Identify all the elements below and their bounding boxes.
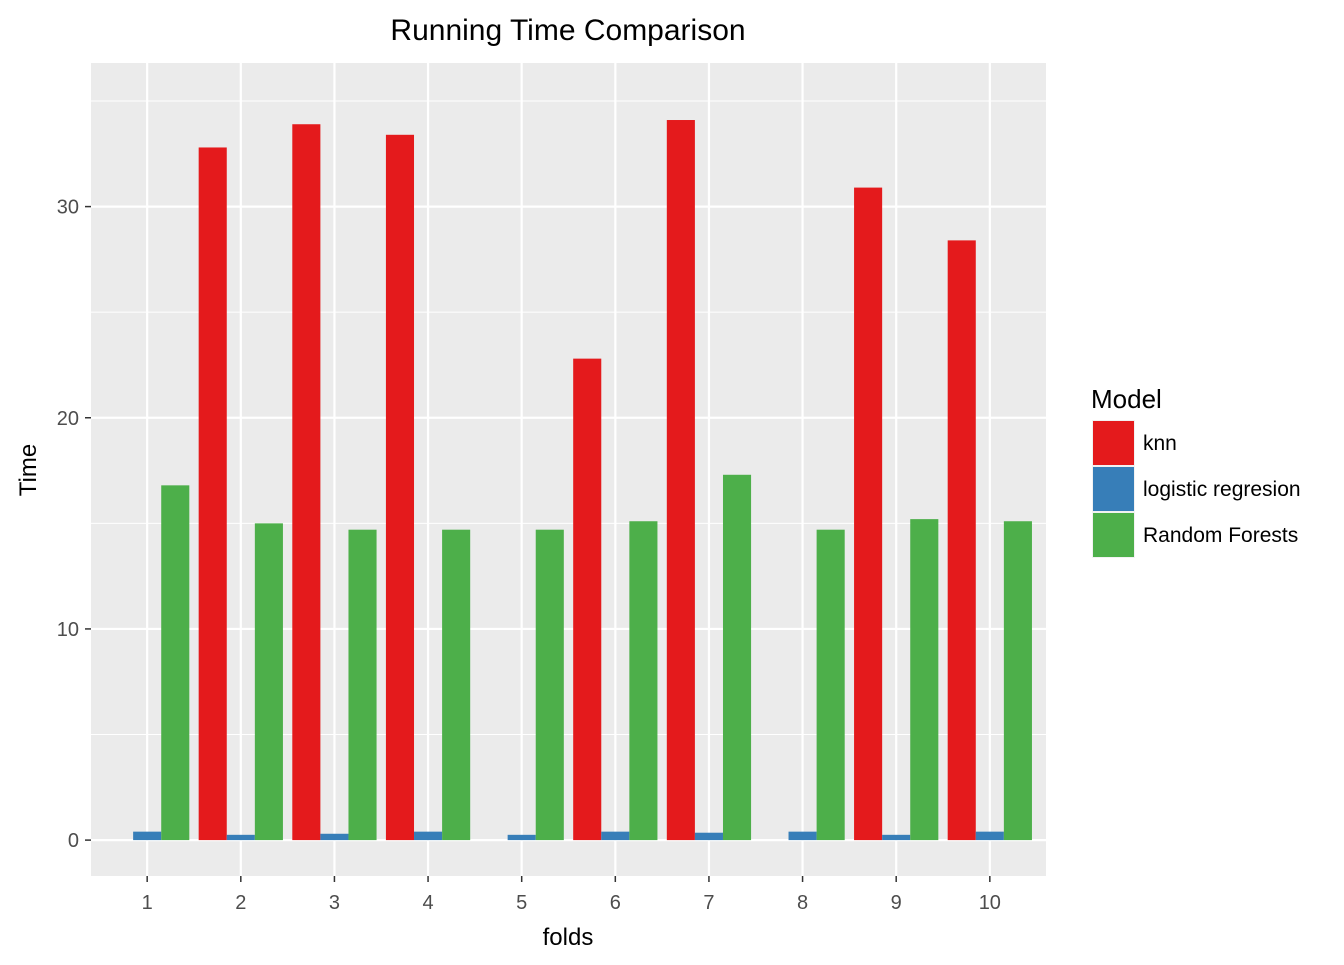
bar-knn-fold-9	[854, 187, 883, 841]
y-tick-label: 10	[57, 619, 79, 641]
y-tick-label: 20	[57, 408, 79, 430]
plot-panel: 0 10 20 30 1 2 3 4 5 6 7 8 9 10	[57, 63, 1046, 914]
bar-knn-fold-7	[666, 120, 695, 841]
bar-logistic-regresion-fold-2	[226, 834, 255, 841]
bar-random-forests-fold-8	[816, 529, 845, 841]
bar-logistic-regresion-fold-1	[133, 831, 162, 841]
bar-logistic-regresion-fold-6	[601, 831, 630, 841]
bar-random-forests-fold-9	[910, 519, 939, 841]
bar-logistic-regresion-fold-7	[694, 832, 723, 841]
bar-random-forests-fold-6	[629, 521, 658, 841]
y-tick-label: 0	[68, 830, 79, 852]
legend-label-random-forests: Random Forests	[1143, 524, 1298, 547]
y-axis-label: Time	[15, 444, 42, 496]
panel-background	[91, 63, 1046, 876]
bars	[133, 120, 1032, 841]
x-tick-label: 1	[142, 892, 153, 914]
x-tick-label: 5	[516, 892, 527, 914]
x-tick-label: 8	[797, 892, 808, 914]
bar-logistic-regresion-fold-5	[507, 834, 536, 841]
x-axis-label: folds	[543, 924, 594, 951]
legend-swatch-knn	[1093, 421, 1134, 465]
legend-swatch-logistic-regresion	[1093, 467, 1134, 511]
axes: 0 10 20 30 1 2 3 4 5 6 7 8 9 10	[57, 197, 1001, 914]
bar-random-forests-fold-2	[254, 523, 283, 841]
legend-label-logistic-regresion: logistic regresion	[1143, 478, 1301, 501]
chart-title: Running Time Comparison	[390, 14, 745, 47]
bar-random-forests-fold-1	[161, 485, 190, 841]
bar-logistic-regresion-fold-9	[882, 834, 911, 841]
bar-knn-fold-10	[947, 240, 976, 841]
legend-label-knn: knn	[1143, 432, 1177, 455]
x-tick-label: 6	[610, 892, 621, 914]
bar-logistic-regresion-fold-8	[788, 831, 817, 841]
x-tick-label: 3	[329, 892, 340, 914]
legend: knn logistic regresion Random Forests	[1092, 420, 1301, 558]
bar-random-forests-fold-4	[442, 529, 471, 841]
bar-random-forests-fold-3	[348, 529, 377, 841]
bar-logistic-regresion-fold-4	[414, 831, 443, 841]
x-tick-label: 2	[235, 892, 246, 914]
x-tick-label: 9	[891, 892, 902, 914]
bar-knn-fold-2	[198, 147, 227, 841]
x-tick-label: 10	[979, 892, 1001, 914]
y-tick-label: 30	[57, 197, 79, 219]
x-tick-label: 4	[422, 892, 433, 914]
legend-swatch-random-forests	[1093, 513, 1134, 557]
bar-random-forests-fold-7	[722, 474, 752, 841]
legend-title: Model	[1091, 384, 1162, 414]
bar-logistic-regresion-fold-10	[975, 831, 1004, 841]
bar-knn-fold-3	[292, 124, 321, 841]
bar-knn-fold-4	[385, 134, 415, 841]
bar-logistic-regresion-fold-3	[320, 833, 349, 841]
bar-random-forests-fold-5	[535, 529, 564, 841]
gridlines	[91, 63, 1046, 876]
bar-knn-fold-6	[573, 358, 602, 841]
x-tick-label: 7	[703, 892, 714, 914]
bar-random-forests-fold-10	[1003, 521, 1032, 841]
